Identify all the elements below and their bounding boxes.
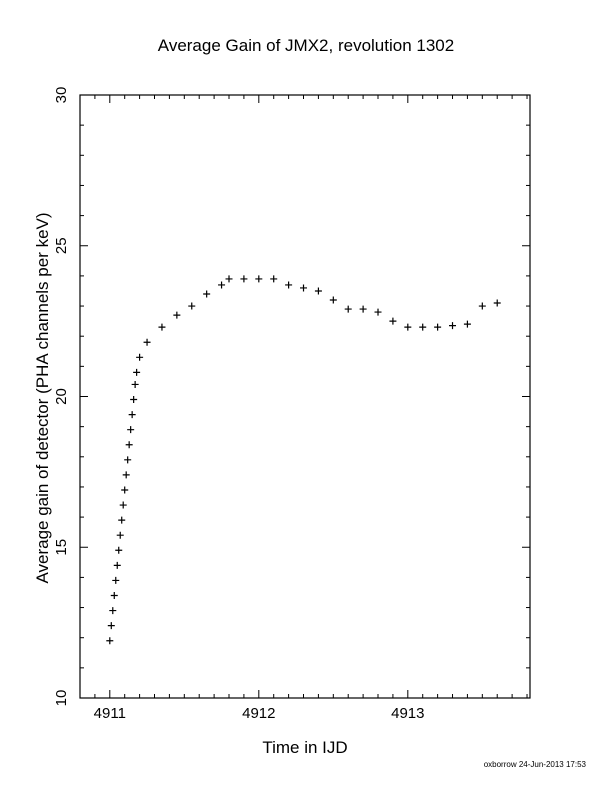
data-point xyxy=(130,396,138,404)
data-point xyxy=(344,305,352,313)
x-axis-label: Time in IJD xyxy=(262,738,348,757)
y-tick-label: 20 xyxy=(53,388,70,405)
x-tick-label: 4912 xyxy=(242,705,275,722)
data-point xyxy=(449,322,457,330)
data-point xyxy=(225,275,233,283)
y-tick-label: 15 xyxy=(53,539,70,556)
data-point xyxy=(374,308,382,316)
data-point xyxy=(173,311,181,319)
data-point xyxy=(115,546,123,554)
data-point xyxy=(112,576,120,584)
data-point xyxy=(478,302,486,310)
data-point xyxy=(158,323,166,331)
y-axis-label: Average gain of detector (PHA channels p… xyxy=(33,212,52,584)
footer-credit: oxborrow 24-Jun-2013 17:53 xyxy=(483,760,586,769)
data-point xyxy=(270,275,278,283)
data-point xyxy=(131,380,139,388)
data-point xyxy=(127,426,135,434)
axis-ticks xyxy=(79,94,530,699)
y-tick-label: 10 xyxy=(53,690,70,707)
data-point xyxy=(419,323,427,331)
data-point xyxy=(107,622,115,630)
y-tick-label: 25 xyxy=(53,237,70,254)
data-point xyxy=(203,290,211,298)
data-point xyxy=(119,501,127,509)
data-point xyxy=(106,637,114,645)
axis-tick-labels: 4911 4912 4913 10 15 20 25 30 xyxy=(53,87,425,722)
data-point xyxy=(143,338,151,346)
data-point xyxy=(404,323,412,331)
chart-title: Average Gain of JMX2, revolution 1302 xyxy=(157,36,455,55)
data-point xyxy=(121,486,129,494)
data-point xyxy=(285,281,293,289)
data-point xyxy=(493,299,501,307)
x-tick-label: 4913 xyxy=(391,705,424,722)
data-point xyxy=(314,287,322,295)
data-point xyxy=(133,368,141,376)
data-point xyxy=(113,561,121,569)
data-point xyxy=(118,516,126,524)
data-point xyxy=(359,305,367,313)
plot-frame xyxy=(79,94,531,699)
data-point xyxy=(463,320,471,328)
data-point xyxy=(116,531,124,539)
data-point xyxy=(434,323,442,331)
data-point xyxy=(122,471,130,479)
y-tick-label: 30 xyxy=(53,87,70,104)
data-point xyxy=(255,275,263,283)
data-point xyxy=(240,275,248,283)
data-point xyxy=(188,302,196,310)
data-point xyxy=(125,441,133,449)
data-point xyxy=(300,284,308,292)
data-point xyxy=(136,353,144,361)
data-point xyxy=(124,456,132,464)
data-point xyxy=(109,607,117,615)
data-point xyxy=(128,411,136,419)
data-point xyxy=(218,281,226,289)
data-markers xyxy=(106,275,501,645)
data-point xyxy=(110,591,118,599)
data-point xyxy=(389,317,397,325)
x-tick-label: 4911 xyxy=(94,705,126,722)
data-point xyxy=(329,296,337,304)
